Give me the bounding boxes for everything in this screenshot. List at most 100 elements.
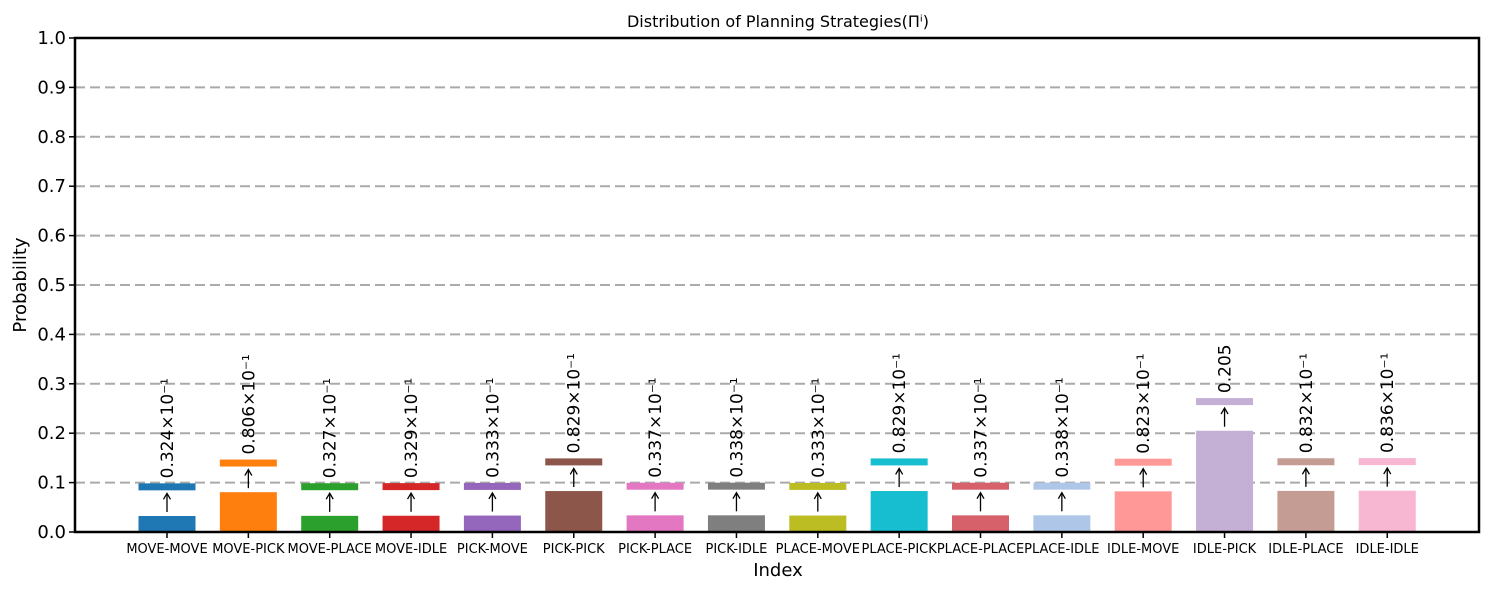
bar-move-move xyxy=(138,515,196,532)
y-tick-label: 0.2 xyxy=(37,423,66,444)
annotation-marker xyxy=(789,482,847,490)
x-tick-label: MOVE-PLACE xyxy=(288,542,372,557)
bar-pick-pick xyxy=(545,491,603,532)
annotation-arrowhead xyxy=(1139,467,1148,476)
x-tick-label: MOVE-MOVE xyxy=(126,542,207,557)
bar-pick-place xyxy=(626,515,684,532)
annotation-marker xyxy=(138,483,196,491)
x-tick-label: PICK-PICK xyxy=(543,542,605,557)
y-tick-label: 0.1 xyxy=(37,473,66,494)
value-label: 0.333×10⁻¹ xyxy=(483,378,503,478)
bar-move-place xyxy=(301,515,359,532)
bar-place-place xyxy=(952,515,1009,532)
annotation-arrowhead xyxy=(1057,491,1066,499)
plot-frame xyxy=(73,36,1481,534)
x-tick-label: IDLE-PICK xyxy=(1193,542,1257,557)
annotation-arrowhead xyxy=(895,467,904,475)
x-tick-label: PICK-MOVE xyxy=(457,542,528,557)
value-label: 0.329×10⁻¹ xyxy=(402,378,422,478)
value-label: 0.327×10⁻¹ xyxy=(321,378,341,478)
annotation-arrowhead xyxy=(976,491,985,500)
annotation-arrowhead xyxy=(813,491,822,500)
value-label: 0.205 xyxy=(1216,344,1236,393)
y-tick-label: 1.0 xyxy=(37,28,66,49)
y-axis-label: Probability xyxy=(10,237,31,332)
bar-place-move xyxy=(789,515,847,532)
annotation-marker xyxy=(545,458,603,466)
annotation-marker xyxy=(1114,458,1172,466)
bar-idle-pick xyxy=(1196,430,1254,532)
value-label: 0.337×10⁻¹ xyxy=(972,377,992,477)
value-label: 0.806×10⁻¹ xyxy=(239,354,259,454)
annotation-arrowhead xyxy=(244,468,253,476)
y-tick-label: 0.4 xyxy=(37,324,66,345)
annotation-arrowhead xyxy=(488,491,497,500)
value-label: 0.338×10⁻¹ xyxy=(1053,377,1073,477)
x-axis-ticks: MOVE-MOVE MOVE-PICK MOVE-PLACE MOVE-IDLE PIC… xyxy=(126,532,1419,557)
annotation-marker xyxy=(1196,398,1254,406)
x-tick-label: PICK-PLACE xyxy=(618,542,692,557)
annotation-marker xyxy=(219,459,277,467)
annotation-marker xyxy=(463,482,521,490)
value-label: 0.829×10⁻¹ xyxy=(565,353,585,453)
x-tick-label: PLACE-PLACE xyxy=(937,542,1024,557)
value-label: 0.337×10⁻¹ xyxy=(646,377,666,477)
bars: 0.324×10⁻¹ 0.806×10⁻¹ 0.327×10⁻¹ 0.329×10⁻¹… xyxy=(138,344,1416,532)
x-tick-label: IDLE-PLACE xyxy=(1268,542,1343,557)
annotation-arrowhead xyxy=(569,467,578,475)
annotation-marker xyxy=(870,458,928,466)
value-label: 0.823×10⁻¹ xyxy=(1134,353,1154,453)
chart-title: Distribution of Planning Strategies(Πⁱ) xyxy=(627,12,929,31)
annotation-marker xyxy=(1358,458,1416,466)
bar-pick-move xyxy=(463,515,521,532)
annotation-marker xyxy=(301,483,359,491)
y-tick-label: 0.7 xyxy=(37,176,66,197)
annotation-marker xyxy=(952,482,1009,490)
y-tick-label: 0.8 xyxy=(37,127,66,148)
bar-idle-idle xyxy=(1358,490,1416,532)
x-tick-label: PICK-IDLE xyxy=(705,542,767,557)
annotation-marker xyxy=(1277,458,1335,466)
annotation-arrowhead xyxy=(325,491,334,500)
y-tick-label: 0.6 xyxy=(37,226,66,247)
annotation-arrowhead xyxy=(1220,406,1229,415)
bar-place-pick xyxy=(870,491,928,532)
value-label: 0.832×10⁻¹ xyxy=(1297,353,1317,453)
y-tick-label: 0.5 xyxy=(37,275,66,296)
bar-pick-idle xyxy=(707,515,765,532)
annotation-arrowhead xyxy=(406,491,416,500)
x-tick-label: IDLE-MOVE xyxy=(1107,542,1179,557)
value-label: 0.324×10⁻¹ xyxy=(158,378,178,478)
annotation-arrowhead xyxy=(651,491,660,500)
x-tick-label: PLACE-MOVE xyxy=(776,542,860,557)
bar-move-idle xyxy=(382,515,440,532)
x-tick-label: IDLE-IDLE xyxy=(1356,542,1419,557)
value-label: 0.338×10⁻¹ xyxy=(727,377,747,477)
annotation-arrowhead xyxy=(732,491,741,499)
annotation-arrowhead xyxy=(1383,466,1392,475)
x-tick-label: PLACE-PICK xyxy=(861,542,937,557)
bar-idle-move xyxy=(1114,491,1172,532)
x-tick-label: PLACE-IDLE xyxy=(1024,542,1099,557)
value-label: 0.829×10⁻¹ xyxy=(890,353,910,453)
grid-lines xyxy=(75,86,1479,484)
x-tick-label: MOVE-IDLE xyxy=(375,542,447,557)
y-tick-label: 0.9 xyxy=(37,77,66,98)
y-tick-label: 0.0 xyxy=(37,522,66,543)
x-tick-label: MOVE-PICK xyxy=(212,542,285,557)
annotation-marker xyxy=(707,482,765,490)
x-axis-label: Index xyxy=(753,560,803,581)
annotation-marker xyxy=(1033,482,1091,490)
bar-move-pick xyxy=(219,492,277,532)
value-label: 0.836×10⁻¹ xyxy=(1378,353,1398,453)
y-tick-label: 0.3 xyxy=(37,374,66,395)
annotation-arrowhead xyxy=(1301,466,1310,475)
bar-place-idle xyxy=(1033,515,1091,532)
y-axis-ticks: 0.0 0.1 0.2 0.3 0.4 0.5 0.6 0.7 0.8 0.9 1.0 xyxy=(37,28,75,543)
annotation-arrowhead xyxy=(162,492,172,500)
annotation-marker xyxy=(626,482,684,490)
bar-idle-place xyxy=(1277,490,1335,532)
annotation-marker xyxy=(382,483,440,491)
value-label: 0.333×10⁻¹ xyxy=(809,378,829,478)
